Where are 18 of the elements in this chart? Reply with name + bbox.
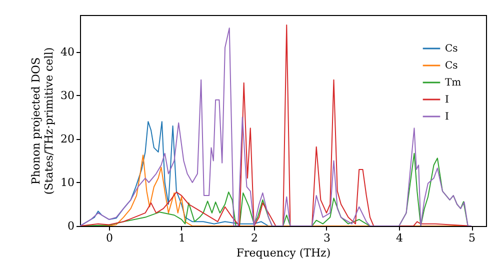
legend-label: Tm (445, 78, 462, 88)
x-tick-label: 2 (251, 232, 258, 244)
legend-label: I (445, 94, 449, 106)
y-tick-label: 20 (60, 132, 74, 146)
x-tick-label: 1 (178, 232, 186, 244)
x-axis-title: Frequency (THz) (236, 246, 331, 260)
legend-label: Cs (445, 44, 458, 54)
y-tick-label: 40 (60, 45, 74, 58)
x-tick-label: 4 (396, 232, 403, 244)
y-tick-label: 30 (60, 88, 74, 102)
x-tick-label: 0 (106, 232, 113, 244)
y-axis-title: Phonon projected DOS (States/THz·primitive cell) (30, 47, 56, 195)
x-tick-label: 3 (324, 232, 330, 244)
legend-label: Cs (445, 60, 458, 72)
y-tick-label: 0 (68, 220, 74, 232)
y-tick-label: 10 (60, 176, 74, 189)
x-tick-label: 5 (468, 232, 476, 244)
legend-label: I (445, 112, 449, 122)
